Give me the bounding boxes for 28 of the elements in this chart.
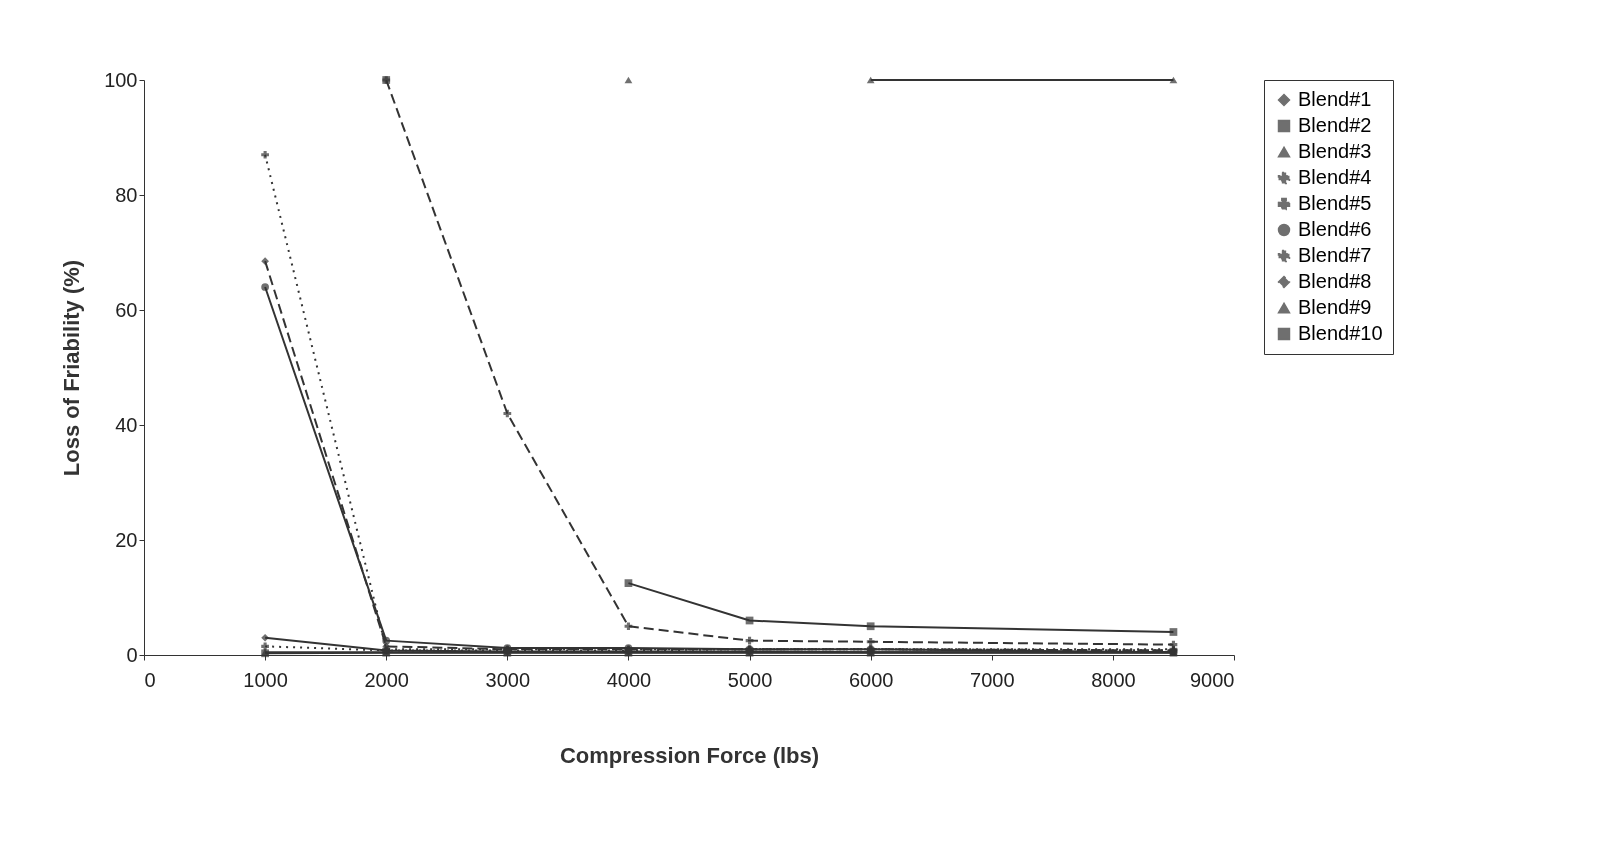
y-axis-title: Loss of Friability (%) bbox=[59, 259, 85, 477]
x-tick-label: 4000 bbox=[606, 668, 652, 691]
y-tick-label: 40 bbox=[115, 413, 138, 436]
x-tick-label: 5000 bbox=[727, 668, 773, 691]
x-tick-label: 0 bbox=[144, 668, 156, 691]
x-tick-label: 7000 bbox=[970, 668, 1015, 691]
y-tick-label: 80 bbox=[115, 183, 138, 206]
x-tick-label: 6000 bbox=[848, 668, 894, 691]
y-tick-label: 20 bbox=[115, 528, 138, 551]
legend-label: Blend#10 bbox=[1298, 322, 1383, 344]
legend-label: Blend#9 bbox=[1298, 296, 1372, 318]
x-tick-label: 1000 bbox=[243, 668, 288, 691]
x-tick-label: 3000 bbox=[485, 668, 531, 691]
y-tick-label: 60 bbox=[115, 298, 138, 321]
legend-label: Blend#2 bbox=[1298, 114, 1372, 136]
legend-label: Blend#1 bbox=[1298, 88, 1372, 110]
legend-label: Blend#6 bbox=[1298, 218, 1372, 240]
legend-label: Blend#4 bbox=[1298, 166, 1372, 188]
legend-label: Blend#7 bbox=[1298, 244, 1372, 266]
x-tick-label: 2000 bbox=[364, 668, 409, 691]
y-tick-label: 0 bbox=[126, 643, 138, 666]
x-tick-label: 8000 bbox=[1091, 668, 1136, 691]
y-tick-label: 100 bbox=[104, 68, 138, 91]
x-axis-title: Compression Force (lbs) bbox=[559, 742, 820, 768]
legend-label: Blend#3 bbox=[1298, 140, 1372, 162]
legend-label: Blend#5 bbox=[1298, 192, 1372, 214]
x-tick-label: 9000 bbox=[1190, 668, 1235, 691]
legend-label: Blend#8 bbox=[1298, 270, 1372, 292]
